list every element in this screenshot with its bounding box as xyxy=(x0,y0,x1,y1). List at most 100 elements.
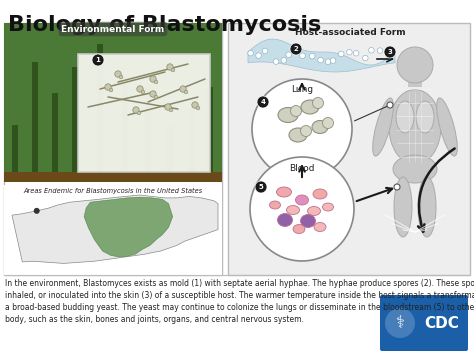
FancyBboxPatch shape xyxy=(122,84,128,182)
FancyBboxPatch shape xyxy=(4,23,222,275)
Circle shape xyxy=(150,76,156,82)
Circle shape xyxy=(296,49,301,55)
Circle shape xyxy=(256,53,261,59)
Ellipse shape xyxy=(437,98,457,156)
Circle shape xyxy=(346,49,352,55)
Ellipse shape xyxy=(373,98,393,156)
Circle shape xyxy=(150,91,156,97)
Circle shape xyxy=(325,59,331,65)
Circle shape xyxy=(119,75,123,79)
Text: ⚕: ⚕ xyxy=(395,314,404,332)
Text: 5: 5 xyxy=(259,184,264,190)
Text: Environmental Form: Environmental Form xyxy=(61,25,164,34)
Ellipse shape xyxy=(394,177,412,237)
Circle shape xyxy=(377,48,383,54)
FancyBboxPatch shape xyxy=(4,23,222,182)
Polygon shape xyxy=(84,197,173,257)
Circle shape xyxy=(252,79,352,179)
Circle shape xyxy=(196,106,200,110)
Ellipse shape xyxy=(389,90,441,165)
Circle shape xyxy=(171,68,175,72)
Circle shape xyxy=(250,157,354,261)
Ellipse shape xyxy=(301,100,319,114)
Circle shape xyxy=(248,50,254,56)
Text: 4: 4 xyxy=(261,99,265,105)
Circle shape xyxy=(192,102,198,108)
Ellipse shape xyxy=(301,215,316,227)
Text: Blood: Blood xyxy=(289,164,315,173)
Circle shape xyxy=(318,57,323,63)
FancyBboxPatch shape xyxy=(189,108,195,182)
Ellipse shape xyxy=(418,177,436,237)
Text: 1: 1 xyxy=(96,57,100,63)
FancyBboxPatch shape xyxy=(4,172,222,182)
Text: Biology of Blastomycosis: Biology of Blastomycosis xyxy=(8,15,321,35)
Circle shape xyxy=(167,64,173,70)
Circle shape xyxy=(384,46,396,58)
Circle shape xyxy=(180,86,186,92)
Circle shape xyxy=(312,97,323,109)
Ellipse shape xyxy=(286,206,300,215)
Polygon shape xyxy=(248,39,395,72)
Circle shape xyxy=(34,208,40,214)
Text: 2: 2 xyxy=(293,46,298,52)
Ellipse shape xyxy=(289,128,307,142)
Circle shape xyxy=(184,90,188,94)
Ellipse shape xyxy=(396,101,414,133)
Text: 3: 3 xyxy=(388,49,392,55)
Ellipse shape xyxy=(393,155,437,183)
Text: Lung: Lung xyxy=(291,85,313,94)
Circle shape xyxy=(105,84,111,90)
FancyBboxPatch shape xyxy=(12,125,18,182)
Circle shape xyxy=(397,47,433,83)
Ellipse shape xyxy=(295,195,309,205)
FancyBboxPatch shape xyxy=(207,87,213,182)
Circle shape xyxy=(363,55,368,61)
Circle shape xyxy=(353,50,359,56)
Circle shape xyxy=(154,80,158,84)
Circle shape xyxy=(387,102,393,108)
Circle shape xyxy=(301,126,311,136)
Circle shape xyxy=(338,51,344,57)
Circle shape xyxy=(137,111,141,115)
Circle shape xyxy=(330,58,336,64)
Text: Host-associated Form: Host-associated Form xyxy=(295,28,406,37)
Ellipse shape xyxy=(313,189,327,199)
Circle shape xyxy=(257,96,269,108)
Circle shape xyxy=(154,95,158,99)
Polygon shape xyxy=(12,195,218,263)
Circle shape xyxy=(273,59,279,64)
Circle shape xyxy=(369,47,374,53)
Ellipse shape xyxy=(322,203,334,211)
Circle shape xyxy=(291,106,301,116)
Circle shape xyxy=(165,104,171,110)
FancyBboxPatch shape xyxy=(52,92,58,182)
Circle shape xyxy=(262,48,268,54)
Circle shape xyxy=(300,53,305,59)
Ellipse shape xyxy=(308,206,320,216)
FancyBboxPatch shape xyxy=(145,87,151,182)
Circle shape xyxy=(310,54,315,59)
Text: In the environment, Blastomyces exists as mold (1) with septate aerial hyphae. T: In the environment, Blastomyces exists a… xyxy=(5,279,474,325)
Circle shape xyxy=(109,88,113,92)
FancyBboxPatch shape xyxy=(167,126,173,182)
Circle shape xyxy=(115,71,121,77)
Ellipse shape xyxy=(416,101,434,133)
Ellipse shape xyxy=(277,213,292,226)
Ellipse shape xyxy=(312,121,328,134)
Circle shape xyxy=(141,90,145,94)
Circle shape xyxy=(322,117,334,129)
FancyBboxPatch shape xyxy=(32,62,38,182)
Circle shape xyxy=(169,108,173,112)
FancyBboxPatch shape xyxy=(78,54,210,172)
FancyBboxPatch shape xyxy=(228,23,470,275)
Ellipse shape xyxy=(314,222,326,231)
FancyBboxPatch shape xyxy=(97,44,103,182)
FancyBboxPatch shape xyxy=(72,67,78,182)
Circle shape xyxy=(385,308,415,338)
Circle shape xyxy=(92,54,104,66)
FancyBboxPatch shape xyxy=(380,295,468,351)
FancyBboxPatch shape xyxy=(4,185,222,275)
Circle shape xyxy=(394,184,400,190)
Circle shape xyxy=(137,86,143,92)
